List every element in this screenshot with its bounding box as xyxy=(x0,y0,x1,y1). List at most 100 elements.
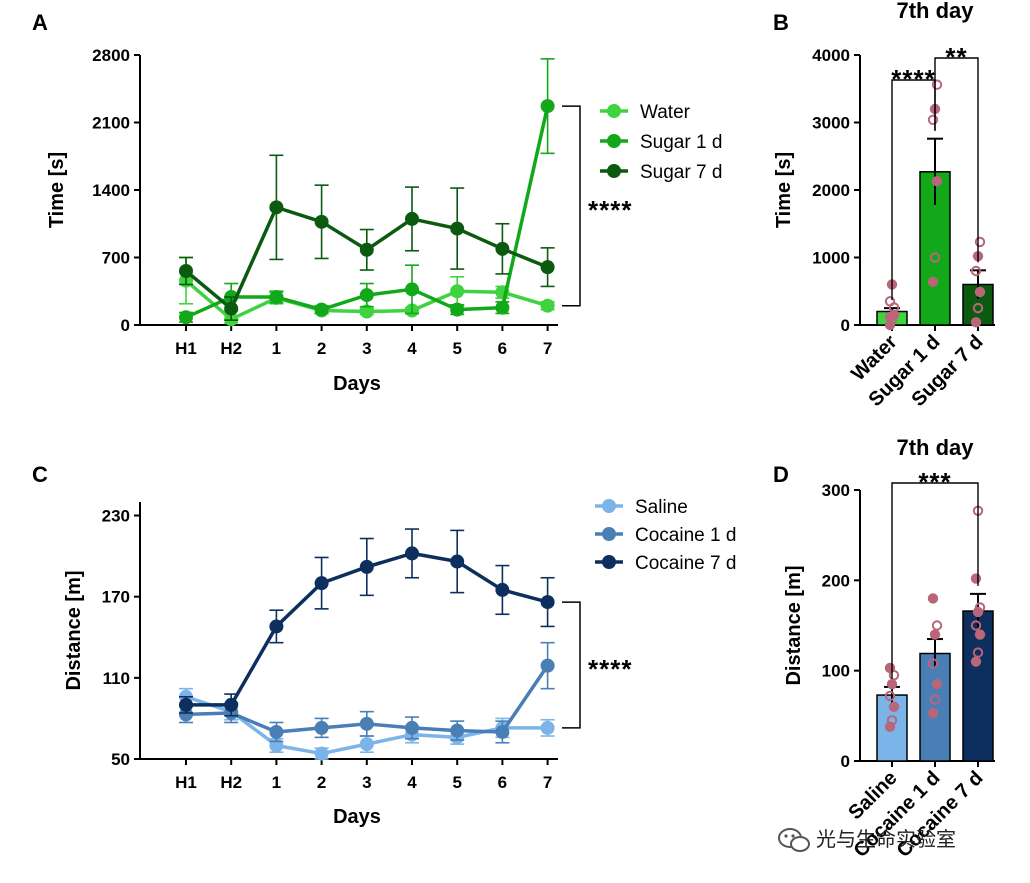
significance-label: **** xyxy=(588,654,632,684)
significance-bracket xyxy=(891,482,979,679)
panel-label-a: A xyxy=(32,10,48,35)
data-point xyxy=(179,310,193,325)
wechat-icon xyxy=(778,828,810,852)
data-point xyxy=(269,724,284,739)
individual-point xyxy=(929,694,941,705)
individual-point xyxy=(970,317,982,328)
individual-point xyxy=(884,311,896,323)
data-point xyxy=(269,200,284,215)
y-axis-title: Time [s] xyxy=(46,152,68,228)
legend-label: Water xyxy=(640,102,691,123)
data-point xyxy=(359,304,374,319)
chart-title: 7th day xyxy=(896,0,974,23)
data-point xyxy=(495,300,510,315)
data-point xyxy=(450,302,465,317)
watermark: 光与生命实验室 xyxy=(778,828,956,852)
series-sugar-7-d xyxy=(179,154,555,321)
data-point xyxy=(405,546,419,561)
data-point xyxy=(540,595,555,610)
data-point xyxy=(314,214,329,229)
y-tick-label: 2800 xyxy=(92,46,130,65)
x-tick-label: 1 xyxy=(272,339,281,358)
data-point xyxy=(450,221,465,236)
individual-point xyxy=(931,176,943,187)
y-axis-title: Time [s] xyxy=(773,152,795,228)
legend-label: Sugar 1 d xyxy=(640,132,722,153)
series-sugar-1-d xyxy=(179,58,555,325)
significance-bracket xyxy=(562,105,581,307)
panel-label-b: B xyxy=(773,10,789,35)
x-tick-label: H1 xyxy=(175,773,197,792)
y-tick-label: 200 xyxy=(822,571,850,590)
data-point xyxy=(179,264,193,278)
y-tick-label: 230 xyxy=(102,507,130,526)
individual-point xyxy=(931,679,943,690)
legend-marker xyxy=(607,164,621,178)
y-tick-label: 110 xyxy=(103,669,130,688)
individual-point xyxy=(970,656,982,667)
chart-title: 7th day xyxy=(896,435,974,460)
bar xyxy=(919,652,951,762)
data-point xyxy=(359,737,374,752)
individual-point xyxy=(888,302,900,313)
individual-point xyxy=(886,679,898,690)
data-point xyxy=(359,288,374,303)
y-tick-label: 0 xyxy=(841,752,850,771)
individual-point xyxy=(927,593,939,604)
x-axis-title: Days xyxy=(333,373,381,395)
legend-marker xyxy=(602,499,616,513)
individual-point xyxy=(974,629,986,640)
x-tick-label: 1 xyxy=(272,773,281,792)
data-point xyxy=(540,298,555,313)
panel-label-c: C xyxy=(32,462,48,487)
legend-label: Sugar 7 d xyxy=(640,162,722,183)
significance-label: **** xyxy=(891,64,935,94)
individual-point xyxy=(927,707,939,719)
x-tick-label: 7 xyxy=(543,339,552,358)
data-point xyxy=(405,282,419,297)
y-tick-label: 0 xyxy=(841,316,850,335)
x-tick-label: 6 xyxy=(498,773,507,792)
legend-marker xyxy=(602,527,616,541)
individual-point xyxy=(972,302,984,314)
data-point xyxy=(495,724,510,739)
x-tick-label: 6 xyxy=(498,339,507,358)
y-tick-label: 1000 xyxy=(812,249,850,268)
line-chart-c: 50 110 170 230 H1 H2 1 2 3 4 5 6 7 Days Distance [m] Sa… xyxy=(63,497,736,828)
individual-point xyxy=(929,252,941,263)
line-chart-a: 0 700 1400 2100 2800 H1 H2 1 2 3 4 5 6 7 Days Time [s] W… xyxy=(46,46,722,395)
data-point xyxy=(224,301,239,316)
data-point xyxy=(359,559,374,574)
x-tick-label: 2 xyxy=(317,773,326,792)
y-tick-label: 50 xyxy=(111,750,130,769)
data-point xyxy=(450,554,465,569)
x-tick-label: 2 xyxy=(317,339,326,358)
legend-marker xyxy=(607,134,621,148)
significance-label: ** xyxy=(945,42,967,72)
significance-label: *** xyxy=(918,467,951,497)
data-point xyxy=(450,723,465,738)
x-tick-label: H2 xyxy=(220,773,242,792)
data-point xyxy=(450,284,465,299)
data-point xyxy=(224,697,239,712)
x-tick-label: H2 xyxy=(220,339,242,358)
data-point xyxy=(359,242,374,257)
data-point xyxy=(314,746,329,761)
individual-point xyxy=(974,286,986,298)
x-tick-label: 3 xyxy=(362,339,371,358)
significance-bracket xyxy=(562,601,581,729)
data-point xyxy=(314,576,329,591)
individual-point xyxy=(972,647,984,658)
data-point xyxy=(314,720,329,735)
individual-point xyxy=(886,715,898,726)
panel-label-d: D xyxy=(773,462,789,487)
individual-point xyxy=(974,236,986,248)
y-tick-label: 2100 xyxy=(92,114,130,133)
y-axis-title: Distance [m] xyxy=(783,565,805,685)
x-tick-label: 4 xyxy=(407,773,417,792)
watermark-text: 光与生命实验室 xyxy=(816,828,956,851)
y-tick-label: 4000 xyxy=(812,46,850,65)
individual-point xyxy=(974,602,986,613)
